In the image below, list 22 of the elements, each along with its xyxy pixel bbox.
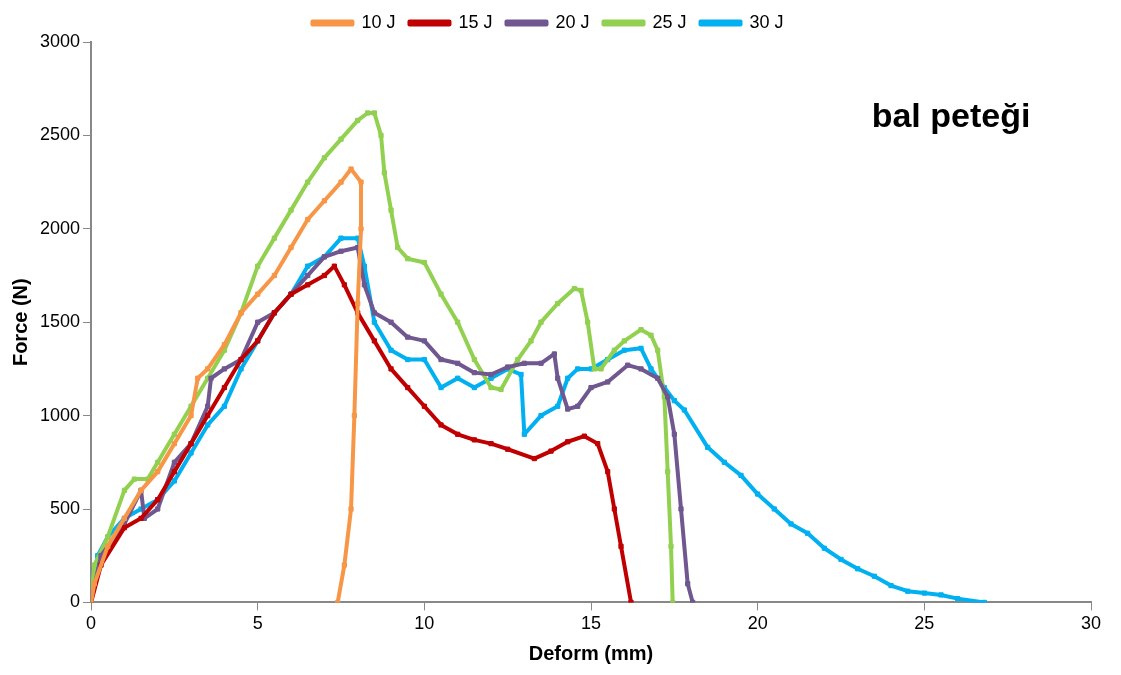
x-tick-label: 5: [252, 613, 263, 634]
y-tick-label: 2500: [40, 124, 81, 145]
legend-label: 10 J: [361, 11, 396, 32]
legend-label: 25 J: [652, 11, 687, 32]
y-tick-label: 500: [50, 497, 81, 518]
annotation: bal peteği: [871, 96, 1031, 135]
y-tick-label: 1000: [40, 404, 81, 425]
y-tick-label: 0: [70, 591, 81, 612]
legend-label: 15 J: [458, 11, 493, 32]
x-axis-title: Deform (mm): [528, 641, 654, 664]
y-tick-label: 1500: [40, 311, 81, 332]
x-tick-label: 0: [86, 613, 97, 634]
legend-label: 30 J: [749, 11, 784, 32]
y-axis-title: Force (N): [8, 278, 31, 367]
y-tick-label: 3000: [40, 30, 81, 51]
x-tick-label: 25: [914, 613, 935, 634]
y-tick-label: 2000: [40, 217, 81, 238]
x-tick-label: 15: [581, 613, 602, 634]
x-tick-label: 30: [1080, 613, 1102, 634]
x-tick-label: 20: [747, 613, 768, 634]
x-tick-label: 10: [414, 613, 435, 634]
legend-label: 20 J: [555, 11, 590, 32]
